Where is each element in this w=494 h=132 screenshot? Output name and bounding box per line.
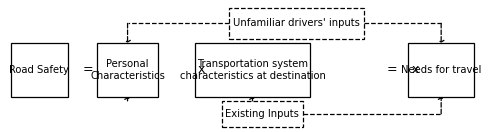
Text: =: = [387,63,398,76]
Text: x: x [198,63,205,76]
Text: Unfamiliar drivers' inputs: Unfamiliar drivers' inputs [233,18,360,28]
Bar [222,101,303,127]
Text: x: x [412,63,419,76]
Text: Road Safety: Road Safety [9,65,69,75]
Bar [11,43,68,97]
Bar [195,43,310,97]
Bar [97,43,158,97]
Text: Transportation system
characteristics at destination: Transportation system characteristics at… [180,59,326,81]
Text: Personal
Characteristics: Personal Characteristics [90,59,165,81]
Text: Existing Inputs: Existing Inputs [225,109,299,119]
Text: =: = [83,63,94,76]
Bar [408,43,474,97]
Text: Needs for travel: Needs for travel [401,65,481,75]
Bar [229,8,364,39]
